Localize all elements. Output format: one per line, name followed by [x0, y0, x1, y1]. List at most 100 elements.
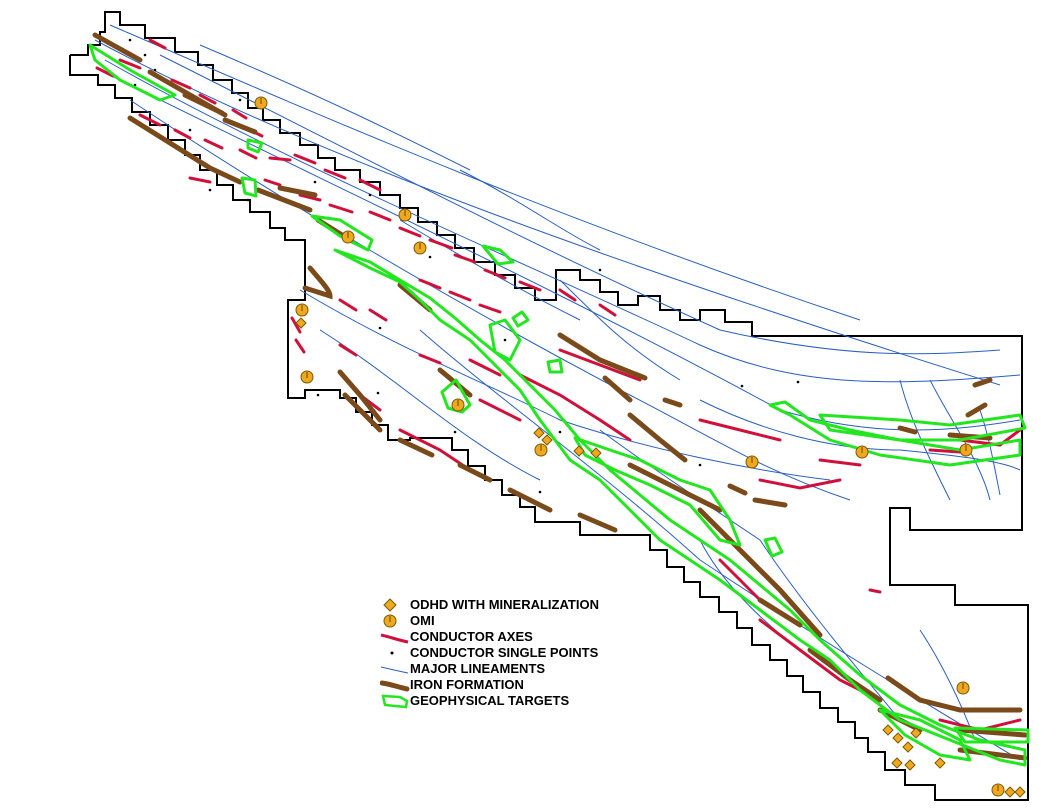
geophysical-target	[440, 378, 472, 414]
conductor-point	[208, 188, 212, 192]
conductor-point	[376, 391, 380, 395]
conductor-axis	[868, 588, 882, 594]
geophysical-target	[511, 310, 530, 328]
conductor-axis	[298, 193, 322, 202]
odhd-diamond-icon	[590, 447, 602, 459]
omi-pin-icon	[855, 445, 869, 459]
iron-formation	[662, 397, 683, 408]
blue-line-icon	[380, 666, 409, 674]
conductor-axis	[238, 148, 258, 160]
conductor-axis	[928, 448, 962, 454]
odhd-diamond-icon	[892, 732, 904, 744]
iron-formation	[457, 462, 493, 483]
diamond-icon	[383, 598, 397, 612]
conductor-point	[313, 180, 317, 184]
conductor-axis	[263, 178, 282, 187]
conductor-axis	[483, 268, 507, 280]
iron-formation	[627, 412, 688, 463]
iron-formation	[972, 377, 993, 388]
red-line-icon	[380, 633, 409, 644]
lineament	[699, 399, 1021, 471]
legend-label: ODHD WITH MINERALIZATION	[410, 597, 599, 612]
omi-pin-icon	[413, 241, 427, 255]
iron-formation	[507, 487, 553, 513]
conductor-axis	[418, 278, 442, 290]
legend-label: MAJOR LINEAMENTS	[410, 661, 546, 676]
lineament	[459, 169, 601, 251]
omi-layer	[254, 96, 1005, 797]
conductor-point	[598, 268, 602, 272]
conductor-point	[143, 53, 147, 57]
conductor-axis	[290, 316, 302, 334]
lineament	[759, 539, 901, 721]
iron-formation	[757, 597, 803, 628]
brown-line-icon	[380, 680, 410, 692]
conductor-point	[428, 255, 432, 259]
conductor-axis	[138, 113, 162, 127]
iron-formation	[182, 92, 225, 116]
conductor-axis	[198, 93, 217, 105]
conductor-point	[453, 430, 457, 434]
conductor-axes-layer	[95, 38, 1022, 732]
conductor-point	[238, 98, 242, 102]
lineament	[299, 289, 831, 481]
legend-label: GEOPHYSICAL TARGETS	[410, 693, 570, 708]
conductor-point	[153, 68, 157, 72]
conductor-point	[128, 38, 132, 42]
omi-pin-icon	[300, 370, 314, 384]
iron-formation	[577, 512, 618, 533]
odhd-diamond-icon	[934, 757, 946, 769]
conductor-axis	[478, 398, 522, 422]
iron-formation	[337, 369, 383, 423]
dot-icon	[390, 651, 394, 655]
iron-formation	[342, 392, 383, 433]
conductor-axis	[293, 153, 317, 165]
conductor-axis	[398, 226, 422, 238]
conductor-axis	[478, 303, 502, 314]
geophysical-target	[246, 138, 264, 154]
green-polygon-icon	[381, 694, 409, 709]
lineament	[559, 279, 681, 381]
conductor-point	[740, 384, 744, 388]
odhd-layer	[295, 317, 1026, 798]
iron-formation	[277, 185, 318, 198]
lineament	[109, 24, 861, 321]
conductor-point	[796, 380, 800, 384]
iron-formation	[557, 332, 648, 381]
lineament	[94, 39, 1001, 386]
iron-formation	[92, 32, 143, 63]
conductor-axis	[188, 176, 212, 184]
conductor-axis	[95, 66, 115, 78]
conductor-axis	[418, 353, 442, 365]
conductor-point	[558, 430, 562, 434]
conductor-point	[188, 128, 192, 132]
conductor-axis	[368, 308, 388, 322]
conductor-axis	[598, 303, 617, 317]
lineament	[199, 44, 471, 171]
geophysical-targets-layer	[88, 43, 1030, 767]
geophysical-target	[818, 413, 1027, 442]
geophysical-target	[333, 248, 1027, 767]
conductor-point	[503, 338, 507, 342]
omi-pin-icon	[398, 208, 412, 222]
conductor-point	[538, 490, 542, 494]
iron-formation	[885, 675, 1023, 713]
lineament	[129, 99, 851, 501]
lineament	[109, 74, 1021, 431]
conductor-axis	[558, 348, 642, 382]
geophysical-target	[768, 400, 1022, 467]
legend-label: CONDUCTOR AXES	[410, 629, 533, 644]
lineament	[104, 59, 1021, 383]
conductor-axis	[118, 58, 142, 70]
iron-formation	[957, 747, 1028, 761]
conductor-axis	[231, 108, 248, 120]
odhd-diamond-icon	[573, 445, 585, 457]
conductor-axis	[468, 358, 502, 377]
conductor-point	[368, 193, 372, 197]
conductor-point	[378, 326, 382, 330]
conductor-point	[698, 463, 702, 467]
odhd-diamond-icon	[882, 724, 894, 736]
conductor-axis	[268, 156, 292, 162]
conductor-points-layer	[128, 38, 800, 494]
